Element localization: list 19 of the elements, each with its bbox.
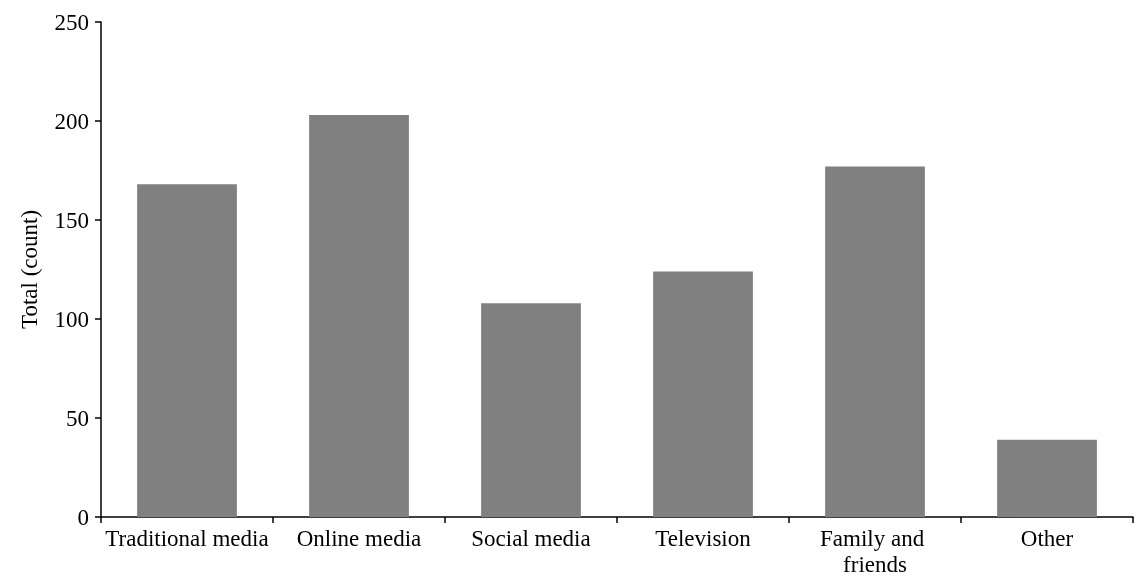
- y-tick-label: 250: [54, 9, 89, 35]
- bar: [137, 184, 237, 517]
- y-tick-label: 150: [54, 207, 89, 233]
- bar: [997, 439, 1097, 517]
- bar: [825, 166, 925, 517]
- bar: [653, 271, 753, 517]
- bar: [481, 303, 581, 517]
- y-tick-label: 50: [66, 405, 89, 431]
- y-axis-title: Total (count): [17, 209, 42, 330]
- y-tick-label: 0: [77, 504, 89, 530]
- x-tick-label: Other: [1020, 525, 1074, 551]
- x-tick-label: Television: [655, 525, 752, 551]
- x-tick-label: Online media: [296, 525, 422, 551]
- x-tick-label: Family and friends: [820, 525, 930, 577]
- y-tick-label: 100: [54, 306, 89, 332]
- x-tick-label: Social media: [471, 525, 591, 551]
- x-tick-label: Traditional media: [105, 525, 269, 551]
- bar: [309, 115, 409, 517]
- y-tick-label: 200: [54, 108, 89, 134]
